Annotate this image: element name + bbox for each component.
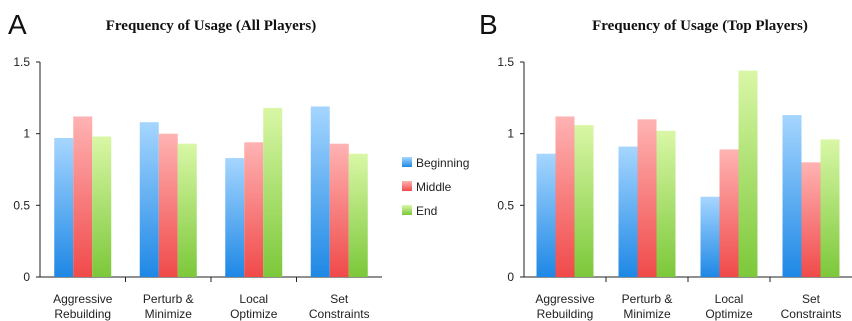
y-tick-label: 1.5 [13,55,30,69]
legend-label-beginning: Beginning [416,156,469,170]
x-category-label: Minimize [623,307,671,321]
bar-beginning-2 [225,158,245,277]
bar-middle-3 [801,162,821,277]
x-category-label: Optimize [230,307,278,321]
legend-swatch-middle [402,181,412,191]
bar-beginning-1 [618,146,638,277]
bar-end-3 [820,139,840,277]
bar-end-0 [92,136,112,277]
x-category-label: Optimize [705,307,753,321]
y-tick-label: 1.5 [497,55,514,69]
x-category-label: Rebuilding [537,307,594,321]
bar-middle-3 [329,143,349,277]
bar-beginning-0 [54,137,74,277]
x-category-label: Constraints [309,307,370,321]
y-tick-label: 0.5 [497,198,514,212]
y-tick-label: 0 [507,270,514,284]
bar-end-3 [348,153,368,277]
x-category-label: Minimize [145,307,193,321]
x-category-label: Perturb & [143,292,194,306]
y-tick-label: 1 [507,127,514,141]
bar-beginning-3 [310,106,330,277]
x-category-label: Set [802,292,821,306]
x-category-label: Set [330,292,349,306]
bar-end-0 [574,125,594,277]
bar-middle-1 [637,119,657,277]
bar-middle-1 [158,133,178,277]
bar-beginning-1 [139,122,159,277]
bar-middle-2 [719,149,739,277]
bar-end-2 [263,107,283,277]
chart-b-title: Frequency of Usage (Top Players) [592,18,808,34]
bar-end-2 [738,70,758,277]
x-category-label: Local [715,292,744,306]
bar-beginning-2 [700,196,720,277]
bar-end-1 [656,130,676,277]
legend-swatch-beginning [402,157,412,167]
legend-swatch-end [402,205,412,215]
chart-a-title: Frequency of Usage (All Players) [106,18,317,34]
bar-beginning-3 [782,115,802,278]
x-category-label: Local [239,292,268,306]
legend-label-end: End [416,204,437,218]
bar-beginning-0 [536,153,556,277]
x-category-label: Rebuilding [54,307,111,321]
bar-middle-0 [555,116,575,277]
y-tick-label: 0.5 [13,198,30,212]
panel-b-label: B [479,9,498,40]
y-tick-label: 1 [23,127,30,141]
x-category-label: Constraints [781,307,842,321]
y-tick-label: 0 [23,270,30,284]
bar-end-1 [177,143,197,277]
panel-a-label: A [8,9,27,40]
x-category-label: Aggressive [535,292,595,306]
bar-middle-0 [73,116,93,277]
bar-middle-2 [244,142,264,277]
x-category-label: Perturb & [622,292,673,306]
legend-label-middle: Middle [416,180,452,194]
legend: Beginning Middle End [402,156,469,218]
x-category-label: Aggressive [53,292,113,306]
